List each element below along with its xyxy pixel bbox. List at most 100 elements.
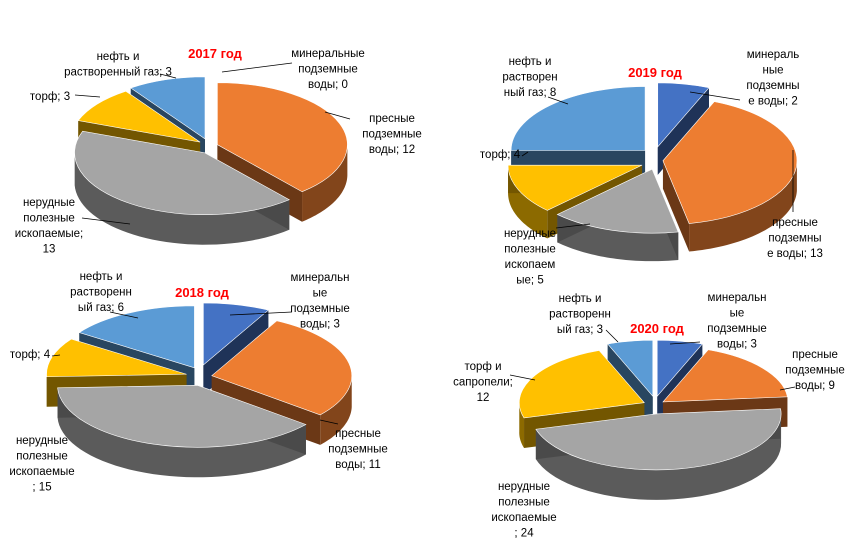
slice-label-line: ый газ; 3 <box>557 324 603 336</box>
slice-label-line: растворенн <box>549 309 611 321</box>
slice-label-line: пресные <box>772 217 818 229</box>
slice-label-line: нефть и <box>509 56 552 68</box>
slice-2-3 <box>46 338 187 378</box>
slice-label-line: сапропели; <box>453 377 513 389</box>
leader-line-0-0 <box>221 62 293 73</box>
slice-label-line: подземные <box>298 64 358 76</box>
slice-label-line: воды; 3 <box>300 319 340 331</box>
slice-label-line: пресные <box>792 349 838 361</box>
slice-3-3 <box>518 350 645 419</box>
slice-label-line: воды; 11 <box>335 459 380 471</box>
slice-3-4 <box>607 339 654 398</box>
slice-label-line: торф; 3 <box>30 91 70 103</box>
slice-label-0-0: минеральные подземные воды; 0 <box>291 48 365 91</box>
slice-label-line: нефть и <box>80 271 123 283</box>
leader-line-3-0 <box>669 341 701 345</box>
slice-2-0 <box>203 302 270 366</box>
slice-0-4 <box>130 76 206 140</box>
slice-label-0-4: нефть и растворенный газ; 3 <box>64 51 172 79</box>
leader-line-1-0 <box>689 91 741 101</box>
pie-chart-1: минераль ные подземны е воды; 2 пресные подзе… <box>480 49 823 287</box>
slice-1-4 <box>510 86 646 151</box>
leader-line-3-4 <box>605 329 619 343</box>
slice-label-line: воды; 3 <box>717 339 757 351</box>
leader-line-0-4 <box>159 73 177 79</box>
slice-label-line: минеральн <box>708 292 767 304</box>
leader-line-0-2 <box>81 217 131 225</box>
pie-chart-2: минеральн ые подземные воды; 3 пресные подзем… <box>9 271 387 494</box>
slice-1-2 <box>556 168 679 234</box>
slice-label-line: воды; 0 <box>308 79 348 91</box>
slice-0-2 <box>74 130 290 216</box>
slice-label-line: ный газ; 8 <box>504 87 557 99</box>
slice-label-0-3: торф; 3 <box>30 91 70 103</box>
slice-label-line: е воды; 2 <box>748 96 797 108</box>
slice-label-0-2: нерудные полезные ископаемые; 13 <box>15 197 84 256</box>
leader-line-1-3 <box>521 151 529 157</box>
slice-label-1-2: нерудные полезные ископаем ые; 5 <box>504 228 556 287</box>
leader-line-2-0 <box>229 311 293 316</box>
slice-label-line: подземные <box>785 365 845 377</box>
slice-label-line: ые; 5 <box>516 275 543 287</box>
slice-label-2-1: пресные подземные воды; 11 <box>328 428 388 471</box>
pie-chart-0: минеральные подземные воды; 0 пресные подзем… <box>15 46 422 256</box>
slice-label-line: подземны <box>746 80 799 92</box>
slice-label-2-0: минеральн ые подземные воды; 3 <box>290 272 350 331</box>
slice-label-2-4: нефть и растворенн ый газ; 6 <box>70 271 132 314</box>
slice-label-line: ; 15 <box>32 482 51 494</box>
leader-line-1-4 <box>547 96 569 105</box>
slice-label-line: воды; 9 <box>795 380 835 392</box>
slice-label-3-0: минеральн ые подземные воды; 3 <box>707 292 767 351</box>
slice-label-line: подземны <box>768 233 821 245</box>
slice-label-line: нефть и <box>559 293 602 305</box>
slice-label-line: подземные <box>362 129 422 141</box>
slice-label-line: воды; 12 <box>369 144 415 156</box>
slice-label-line: нефть и <box>97 51 140 63</box>
slice-label-line: пресные <box>369 113 415 125</box>
slice-label-line: торф и <box>464 361 501 373</box>
slice-side-3-2 <box>535 412 782 500</box>
slice-side-0-2 <box>74 155 290 245</box>
chart-title-3: 2020 год <box>630 321 685 336</box>
slice-side-1-1 <box>689 162 797 252</box>
slice-label-3-2: нерудные полезные ископаемые ; 24 <box>491 481 556 540</box>
slice-label-line: полезные <box>504 244 556 256</box>
slice-side-2-1 <box>320 376 352 445</box>
slice-cut-1-1-1 <box>662 160 690 252</box>
slice-label-line: ; 24 <box>514 528 534 540</box>
slice-3-1 <box>662 349 788 403</box>
slice-label-line: ые <box>730 308 745 320</box>
slice-label-3-4: нефть и растворенн ый газ; 3 <box>549 293 611 336</box>
leader-line-2-1 <box>319 419 339 425</box>
slice-label-line: ископаемые; <box>15 228 84 240</box>
slice-label-line: полезные <box>23 213 75 225</box>
slice-label-line: нерудные <box>16 435 68 447</box>
chart-title-1: 2019 год <box>628 65 683 80</box>
slice-label-line: полезные <box>498 497 550 509</box>
slice-label-line: полезные <box>16 451 68 463</box>
slice-label-1-3: торф; 4 <box>480 149 521 161</box>
leader-line-0-3 <box>74 94 101 98</box>
slice-label-line: 13 <box>43 244 56 256</box>
leader-line-0-1 <box>324 111 351 120</box>
slice-label-line: ные <box>762 65 783 77</box>
slice-side-3-3 <box>519 401 525 448</box>
slice-label-line: нерудные <box>23 197 75 209</box>
slice-3-0 <box>656 339 703 398</box>
slice-label-line: е воды; 13 <box>767 248 823 260</box>
slice-label-line: ископаем <box>505 259 556 271</box>
chart-title-2: 2018 год <box>175 285 230 300</box>
slice-label-3-3: торф и сапропели; 12 <box>453 361 513 404</box>
slice-label-line: подземные <box>707 323 767 335</box>
slice-label-line: торф; 4 <box>480 149 521 161</box>
leader-line-3-3 <box>509 374 536 381</box>
slice-2-4 <box>78 305 195 369</box>
slice-label-line: ископаемые <box>491 512 556 524</box>
slice-2-1 <box>211 320 353 416</box>
slice-1-0 <box>657 82 710 148</box>
leader-line-2-4 <box>109 311 139 319</box>
chart-title-0: 2017 год <box>188 46 243 61</box>
slice-label-line: ый газ; 6 <box>78 302 124 314</box>
slice-label-0-1: пресные подземные воды; 12 <box>362 113 422 156</box>
